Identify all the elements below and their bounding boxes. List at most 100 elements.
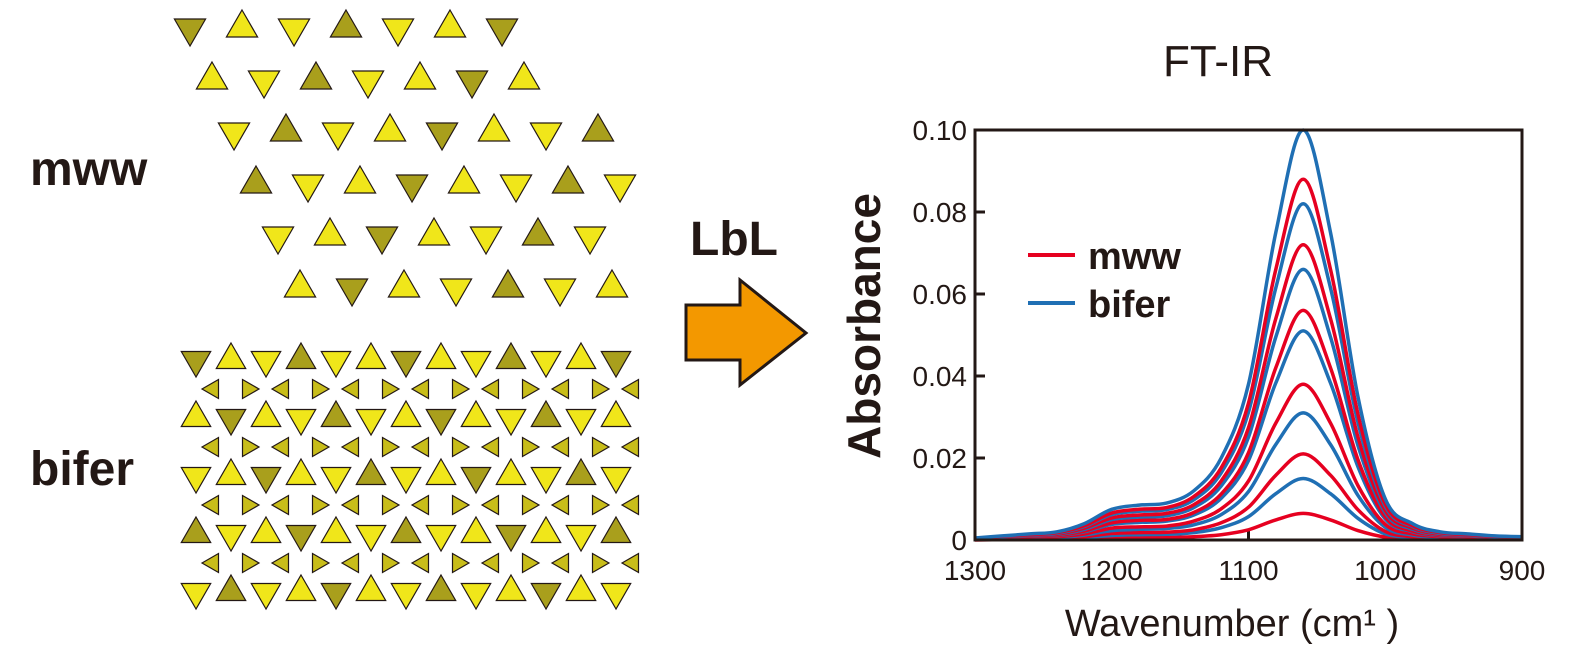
y-tick-label: 0.02 (913, 443, 968, 474)
arrow (684, 276, 809, 389)
tetrahedron (365, 226, 399, 256)
tetrahedron (451, 436, 471, 458)
tetrahedron (521, 216, 555, 246)
tetrahedron (355, 341, 387, 370)
tetrahedron (270, 436, 290, 458)
tetrahedron (620, 494, 640, 516)
tetrahedron (495, 573, 527, 602)
tetrahedron (340, 436, 360, 458)
tetrahedron (595, 268, 629, 298)
tetrahedron (460, 466, 492, 495)
tetrahedron (291, 174, 325, 204)
tetrahedron (433, 8, 467, 38)
tetrahedron (451, 552, 471, 574)
legend-label: mww (1088, 236, 1181, 278)
tetrahedron (387, 268, 421, 298)
tetrahedron (180, 515, 212, 544)
tetrahedron (277, 18, 311, 48)
tetrahedron (451, 494, 471, 516)
tetrahedron (200, 494, 220, 516)
tetrahedron (390, 466, 422, 495)
tetrahedron (195, 60, 229, 90)
tetrahedron (241, 436, 261, 458)
tetrahedron (247, 70, 281, 100)
tetrahedron (355, 457, 387, 486)
tetrahedron (529, 122, 563, 152)
tetrahedron (320, 515, 352, 544)
tetrahedron (521, 552, 541, 574)
tetrahedron (215, 457, 247, 486)
tetrahedron (381, 18, 415, 48)
tetrahedron (565, 573, 597, 602)
tetrahedron (355, 408, 387, 437)
tetrahedron (200, 378, 220, 400)
tetrahedron (311, 552, 331, 574)
tetrahedron (507, 60, 541, 90)
tetrahedron (581, 112, 615, 142)
structure-label: mww (30, 143, 148, 196)
tetrahedron (620, 378, 640, 400)
tetrahedron (410, 436, 430, 458)
tetrahedron (591, 494, 611, 516)
tetrahedron (521, 436, 541, 458)
tetrahedron (530, 582, 562, 611)
tetrahedron (410, 378, 430, 400)
tetrahedron (241, 494, 261, 516)
tetrahedron (320, 466, 352, 495)
tetrahedron (495, 457, 527, 486)
tetrahedron (381, 494, 401, 516)
tetrahedron (573, 226, 607, 256)
tetrahedron (381, 436, 401, 458)
tetrahedron (340, 494, 360, 516)
tetrahedron (565, 408, 597, 437)
tetrahedron (285, 524, 317, 553)
tetrahedron (313, 216, 347, 246)
tetrahedron (250, 350, 282, 379)
y-tick-label: 0 (951, 525, 967, 556)
tetrahedron (455, 70, 489, 100)
tetrahedron (390, 582, 422, 611)
tetrahedron (351, 70, 385, 100)
tetrahedron (311, 436, 331, 458)
y-tick-label: 0.06 (913, 279, 968, 310)
tetrahedron (425, 408, 457, 437)
x-tick-label: 1000 (1354, 555, 1416, 586)
tetrahedron (550, 552, 570, 574)
tetrahedron (180, 582, 212, 611)
tetrahedron (460, 515, 492, 544)
tetrahedron (215, 524, 247, 553)
tetrahedron (395, 174, 429, 204)
x-tick-label: 1200 (1081, 555, 1143, 586)
tetrahedron (565, 341, 597, 370)
tetrahedron (530, 399, 562, 428)
tetrahedron (241, 552, 261, 574)
tetrahedron (200, 552, 220, 574)
tetrahedron (480, 436, 500, 458)
tetrahedron (495, 524, 527, 553)
tetrahedron (321, 122, 355, 152)
tetrahedron (425, 457, 457, 486)
tetrahedron (217, 122, 251, 152)
spectrum-line (974, 177, 1523, 541)
tetrahedron (530, 515, 562, 544)
y-axis-label: Absorbance (838, 193, 890, 459)
tetrahedron (425, 341, 457, 370)
tetrahedron (285, 573, 317, 602)
tetrahedron (311, 378, 331, 400)
tetrahedron (600, 350, 632, 379)
tetrahedron (495, 408, 527, 437)
tetrahedron (299, 60, 333, 90)
tetrahedron (551, 164, 585, 194)
tetrahedron (215, 573, 247, 602)
tetrahedron (565, 457, 597, 486)
y-tick-label: 0.08 (913, 197, 968, 228)
tetrahedron (261, 226, 295, 256)
tetrahedron (355, 524, 387, 553)
x-tick-label: 1100 (1218, 555, 1278, 586)
tetrahedron (180, 350, 212, 379)
tetrahedron (460, 582, 492, 611)
tetrahedron (620, 552, 640, 574)
tetrahedron (403, 60, 437, 90)
tetrahedron (439, 278, 473, 308)
